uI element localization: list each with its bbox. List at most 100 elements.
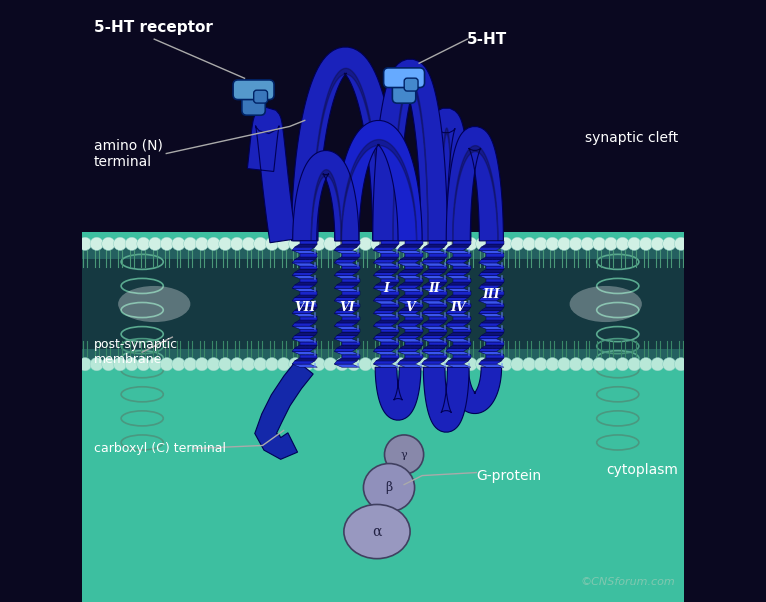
Polygon shape — [405, 342, 423, 345]
Circle shape — [184, 358, 197, 371]
Polygon shape — [421, 352, 447, 355]
Polygon shape — [481, 294, 504, 297]
Circle shape — [627, 237, 641, 250]
Polygon shape — [376, 244, 398, 247]
Polygon shape — [486, 266, 504, 269]
Circle shape — [558, 237, 571, 250]
Polygon shape — [481, 320, 504, 323]
Circle shape — [640, 237, 653, 250]
Polygon shape — [373, 276, 398, 279]
Polygon shape — [292, 361, 315, 364]
Polygon shape — [479, 297, 502, 301]
Circle shape — [651, 237, 664, 250]
Polygon shape — [429, 355, 447, 358]
Circle shape — [371, 358, 384, 371]
Polygon shape — [429, 266, 447, 269]
Polygon shape — [334, 323, 357, 326]
Polygon shape — [405, 355, 423, 358]
Polygon shape — [247, 107, 296, 243]
Polygon shape — [421, 108, 471, 241]
Polygon shape — [292, 276, 317, 279]
Polygon shape — [342, 317, 359, 320]
Polygon shape — [373, 336, 396, 339]
Circle shape — [405, 358, 419, 371]
Circle shape — [195, 358, 208, 371]
Polygon shape — [337, 244, 359, 247]
Polygon shape — [342, 279, 359, 282]
Polygon shape — [335, 120, 422, 241]
Polygon shape — [300, 253, 317, 256]
Polygon shape — [334, 272, 357, 276]
Polygon shape — [424, 294, 447, 297]
Polygon shape — [376, 307, 398, 311]
Circle shape — [160, 237, 173, 250]
Polygon shape — [421, 285, 444, 288]
Polygon shape — [448, 320, 471, 323]
Polygon shape — [446, 364, 471, 367]
Polygon shape — [373, 297, 396, 301]
Text: V: V — [405, 300, 415, 314]
Ellipse shape — [570, 286, 642, 322]
Polygon shape — [398, 352, 423, 355]
Polygon shape — [398, 348, 421, 352]
Circle shape — [593, 358, 606, 371]
Circle shape — [569, 358, 582, 371]
Circle shape — [277, 237, 290, 250]
Polygon shape — [300, 304, 317, 307]
Polygon shape — [292, 323, 315, 326]
Polygon shape — [421, 311, 444, 314]
Polygon shape — [381, 241, 398, 244]
Polygon shape — [429, 241, 447, 244]
Circle shape — [522, 358, 535, 371]
Polygon shape — [446, 297, 468, 301]
Polygon shape — [337, 320, 359, 323]
Polygon shape — [334, 260, 357, 263]
Polygon shape — [334, 288, 359, 291]
Polygon shape — [429, 304, 447, 307]
Circle shape — [569, 237, 582, 250]
Circle shape — [195, 237, 208, 250]
Circle shape — [358, 237, 372, 250]
Circle shape — [627, 358, 641, 371]
Polygon shape — [486, 253, 504, 256]
Circle shape — [218, 237, 232, 250]
Polygon shape — [398, 336, 421, 339]
Circle shape — [265, 358, 279, 371]
Circle shape — [558, 358, 571, 371]
Circle shape — [289, 358, 302, 371]
Polygon shape — [398, 288, 423, 291]
Text: VII: VII — [294, 300, 316, 314]
Polygon shape — [342, 266, 359, 269]
Polygon shape — [337, 358, 359, 361]
Polygon shape — [429, 279, 447, 282]
Polygon shape — [334, 301, 359, 304]
Polygon shape — [334, 263, 359, 266]
Text: ©CNSforum.com: ©CNSforum.com — [580, 577, 675, 587]
Polygon shape — [405, 291, 423, 294]
Bar — [82, 244, 684, 364]
Circle shape — [616, 358, 629, 371]
Circle shape — [113, 237, 126, 250]
Polygon shape — [421, 297, 444, 301]
Circle shape — [102, 358, 115, 371]
Polygon shape — [342, 253, 359, 256]
Polygon shape — [405, 241, 423, 244]
Polygon shape — [446, 323, 468, 326]
Polygon shape — [421, 260, 444, 263]
Polygon shape — [424, 307, 447, 311]
Circle shape — [546, 237, 559, 250]
Polygon shape — [421, 272, 444, 276]
Polygon shape — [446, 263, 471, 266]
Polygon shape — [373, 247, 396, 250]
Polygon shape — [453, 304, 471, 307]
Polygon shape — [373, 311, 396, 314]
Polygon shape — [446, 336, 468, 339]
Polygon shape — [446, 326, 471, 329]
Circle shape — [440, 237, 454, 250]
Circle shape — [382, 358, 395, 371]
Polygon shape — [295, 358, 317, 361]
Circle shape — [90, 237, 103, 250]
Polygon shape — [398, 314, 423, 317]
Circle shape — [616, 237, 629, 250]
Polygon shape — [376, 358, 398, 361]
